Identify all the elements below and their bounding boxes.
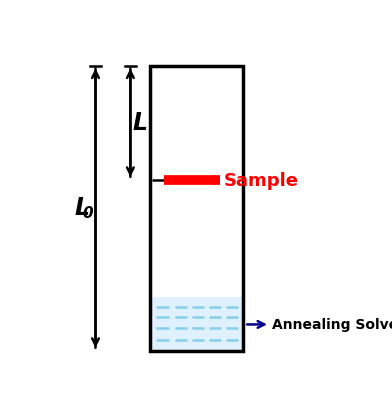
Bar (150, 297, 243, 351)
Text: Sample: Sample (223, 171, 298, 189)
Text: L: L (74, 195, 89, 219)
Text: Annealing Solvent: Annealing Solvent (272, 318, 392, 332)
Bar (150, 67, 243, 351)
Text: L: L (133, 111, 148, 135)
Text: 0: 0 (82, 206, 93, 221)
